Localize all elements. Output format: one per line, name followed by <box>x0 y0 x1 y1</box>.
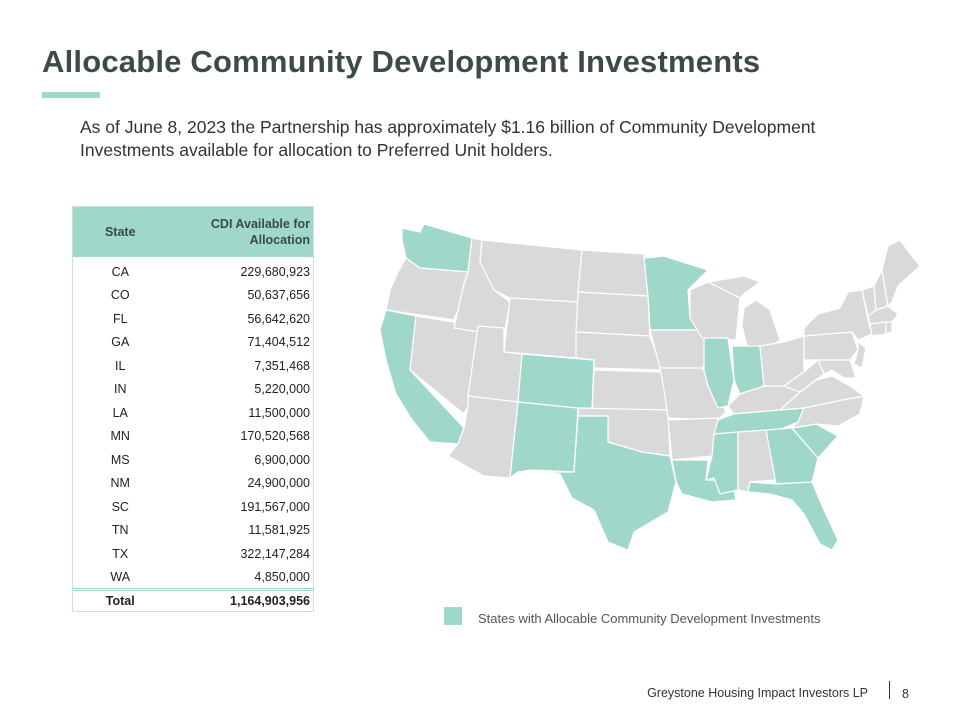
title-underline <box>42 92 100 98</box>
table-row: TX 322,147,284 <box>73 542 314 566</box>
page-title: Allocable Community Development Investme… <box>42 44 761 79</box>
table-row: IN 5,220,000 <box>73 378 314 402</box>
cdi-cell: 170,520,568 <box>240 429 310 444</box>
table-row: SC 191,567,000 <box>73 495 314 519</box>
state-GA <box>765 427 819 485</box>
cdi-cell: 24,900,000 <box>247 476 310 491</box>
state-PA <box>803 331 859 361</box>
page-number: 8 <box>902 687 909 701</box>
state-SD <box>575 291 651 337</box>
state-WY <box>503 297 579 359</box>
table-row: WA 4,850,000 <box>73 566 314 590</box>
intro-text: As of June 8, 2023 the Partnership has a… <box>80 117 816 160</box>
table-row: TN 11,581,925 <box>73 519 314 543</box>
cdi-cell: 71,404,512 <box>247 335 310 350</box>
state-CO <box>517 353 595 411</box>
cdi-cell: 4,850,000 <box>254 569 310 584</box>
table-header-row: State CDI Available for Allocation <box>72 206 314 257</box>
state-RI <box>885 321 893 335</box>
state-NM <box>509 401 579 479</box>
state-NJ <box>853 341 867 369</box>
cdi-cell: 50,637,656 <box>247 288 310 303</box>
us-map <box>379 223 921 551</box>
table-row: FL 56,642,620 <box>73 307 314 331</box>
table-row: MS 6,900,000 <box>73 448 314 472</box>
state-cell: FL <box>112 311 128 326</box>
state-ME <box>881 239 921 307</box>
table-row: CA 229,680,923 <box>73 257 314 284</box>
legend-swatch <box>444 607 462 625</box>
state-MD <box>817 359 857 379</box>
state-cell: GA <box>111 335 130 350</box>
state-TX <box>537 415 677 551</box>
state-OR <box>385 257 469 321</box>
legend-label: States with Allocable Community Developm… <box>478 611 821 626</box>
cdi-cell: 5,220,000 <box>254 382 310 397</box>
table-row: LA 11,500,000 <box>73 401 314 425</box>
state-KS <box>591 369 669 411</box>
cdi-cell: 56,642,620 <box>247 311 310 326</box>
cdi-cell: 11,581,925 <box>248 523 310 538</box>
state-IN <box>731 345 765 395</box>
state-cell: SC <box>111 499 129 514</box>
state-AR <box>667 417 719 461</box>
footer-company: Greystone Housing Impact Investors LP <box>647 686 868 700</box>
total-value: 1,164,903,956 <box>167 587 314 611</box>
table-total-row: Total 1,164,903,956 <box>72 587 314 611</box>
cdi-cell: 11,500,000 <box>248 405 310 420</box>
table-body: CA 229,680,923 CO 50,637,656 FL 56,642,620 GA 7… <box>73 257 314 590</box>
state-ND <box>577 249 649 297</box>
state-cell: CO <box>110 288 130 303</box>
cdi-cell: 191,567,000 <box>240 499 310 514</box>
state-cell: MN <box>110 429 130 444</box>
state-cell: TN <box>111 523 129 538</box>
state-cell: LA <box>112 405 128 420</box>
state-cell: MS <box>110 452 130 467</box>
state-FL <box>747 481 839 551</box>
table-row: CO 50,637,656 <box>73 284 314 308</box>
state-cell: CA <box>111 265 129 279</box>
state-cell: IL <box>115 358 126 373</box>
state-NY <box>803 289 873 341</box>
cdi-table: State CDI Available for Allocation CA 229… <box>72 206 314 612</box>
table-row: IL 7,351,468 <box>73 354 314 378</box>
footer-divider <box>889 681 890 699</box>
cdi-cell: 229,680,923 <box>240 265 310 279</box>
cdi-cell: 6,900,000 <box>254 452 310 467</box>
table-row: GA 71,404,512 <box>73 331 314 355</box>
table-row: NM 24,900,000 <box>73 472 314 496</box>
state-cell: TX <box>112 546 129 561</box>
total-label: Total <box>72 587 168 611</box>
state-cell: NM <box>110 476 130 491</box>
state-cell: WA <box>110 569 131 584</box>
header-cdi: CDI Available for Allocation <box>167 206 314 257</box>
table-row: MN 170,520,568 <box>73 425 314 449</box>
header-state: State <box>72 206 168 257</box>
cdi-cell: 7,351,468 <box>254 358 310 373</box>
state-NE <box>575 331 663 371</box>
state-cell: IN <box>114 382 127 397</box>
state-IL <box>703 337 735 409</box>
state-CT <box>869 321 887 337</box>
cdi-cell: 322,147,284 <box>240 546 310 561</box>
